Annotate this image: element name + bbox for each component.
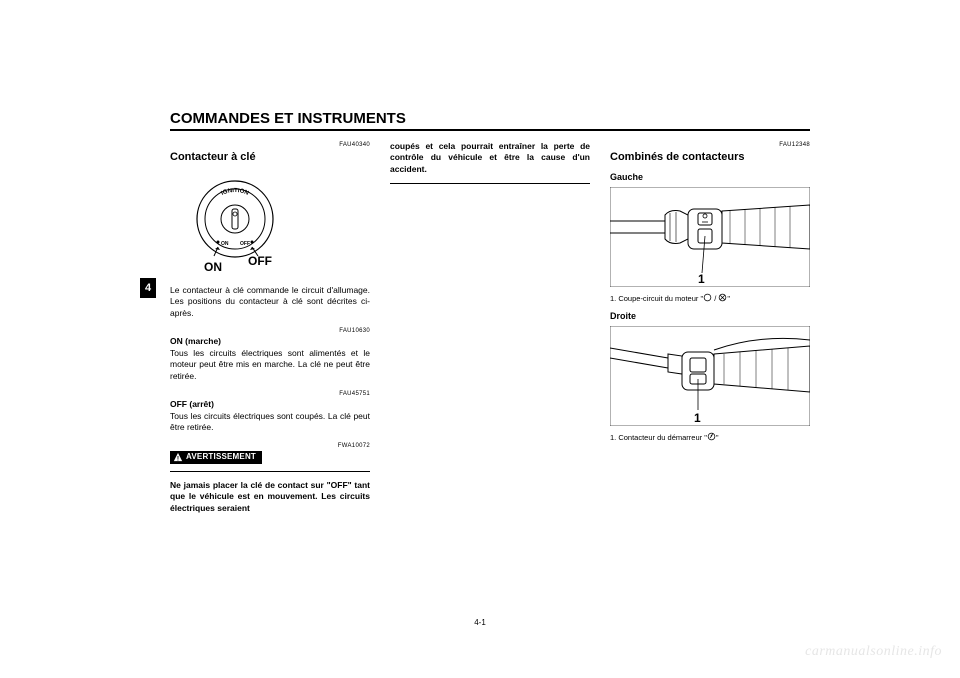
svg-text:IGNITION: IGNITION: [220, 188, 249, 197]
chapter-tab: 4: [140, 278, 156, 298]
caption-left: 1. Coupe-circuit du moteur " / ": [610, 293, 810, 304]
starter-icon: [707, 432, 716, 441]
column-2: coupés et cela pourrait entraîner la per…: [390, 141, 590, 522]
ref-code: FAU12348: [610, 141, 810, 149]
ref-code: FAU45751: [170, 390, 370, 398]
page-number: 4-1: [0, 618, 960, 627]
svg-text:OFF: OFF: [240, 241, 250, 247]
figure-left-handlebar: 1: [610, 187, 810, 287]
caption-right: 1. Contacteur du démarreur "": [610, 432, 810, 443]
figure-right-handlebar: 1: [610, 326, 810, 426]
ref-code: FAU40340: [170, 141, 370, 149]
section-title-handlebar: Combinés de contacteurs: [610, 150, 810, 165]
chapter-title: COMMANDES ET INSTRUMENTS: [170, 110, 810, 131]
watermark: carmanualsonline.info: [805, 644, 942, 660]
heading-off: OFF (arrêt): [170, 399, 370, 410]
warning-label: AVERTISSEMENT: [186, 452, 256, 463]
column-1: FAU40340 Contacteur à clé IGNITION: [170, 141, 370, 522]
svg-text:1: 1: [694, 411, 701, 425]
column-3: FAU12348 Combinés de contacteurs Gauche: [610, 141, 810, 522]
label-gauche: Gauche: [610, 171, 810, 183]
svg-text:1: 1: [698, 272, 705, 286]
warning-triangle-icon: !: [173, 452, 183, 462]
heading-on: ON (marche): [170, 336, 370, 347]
label-on: ON: [204, 259, 222, 275]
body-on: Tous les circuits électriques sont alime…: [170, 348, 370, 382]
intro-text: Le contacteur à clé commande le circuit …: [170, 285, 370, 319]
warning-body: Ne jamais placer la clé de contact sur "…: [170, 480, 370, 514]
label-off: OFF: [248, 253, 272, 269]
svg-text:!: !: [177, 456, 179, 463]
columns: FAU40340 Contacteur à clé IGNITION: [170, 141, 810, 522]
svg-text:ON: ON: [221, 241, 229, 247]
engine-run-icon: [703, 293, 712, 302]
warning-continuation: coupés et cela pourrait entraîner la per…: [390, 141, 590, 175]
ref-code: FAU10630: [170, 327, 370, 335]
body-off: Tous les circuits électriques sont coupé…: [170, 411, 370, 434]
figure-ignition-switch: IGNITION ON OFF ON OFF: [170, 169, 370, 279]
ref-code: FWA10072: [170, 442, 370, 450]
manual-page: COMMANDES ET INSTRUMENTS FAU40340 Contac…: [170, 110, 810, 522]
warning-box: ! AVERTISSEMENT: [170, 451, 262, 464]
label-droite: Droite: [610, 310, 810, 322]
section-title-contactor: Contacteur à clé: [170, 150, 370, 165]
